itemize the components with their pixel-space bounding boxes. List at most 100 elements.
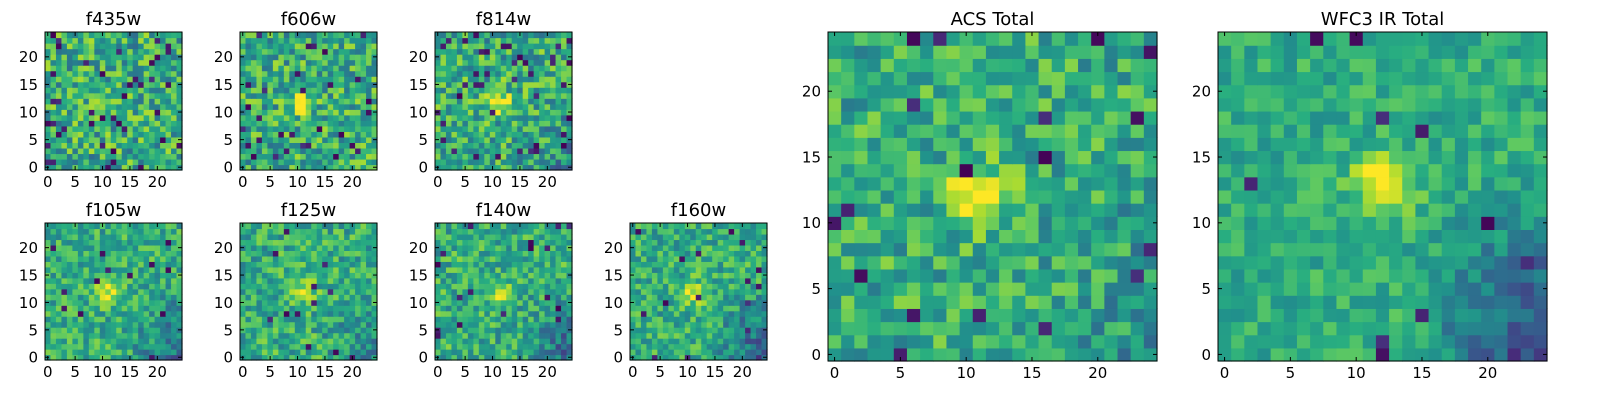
heatmap-cell bbox=[327, 43, 334, 50]
heatmap-cell bbox=[435, 147, 442, 155]
heatmap-cell bbox=[261, 321, 268, 328]
heatmap-cell bbox=[99, 305, 106, 312]
heatmap-cell bbox=[110, 299, 117, 306]
heatmap-cell bbox=[630, 343, 637, 350]
heatmap-cell bbox=[640, 354, 648, 361]
heatmap-cell bbox=[333, 164, 340, 171]
heatmap-cell bbox=[440, 349, 447, 356]
heatmap-cell bbox=[706, 316, 713, 323]
heatmap-cell bbox=[533, 76, 540, 83]
heatmap-cell bbox=[640, 283, 648, 290]
heatmap-cell bbox=[267, 277, 274, 284]
heatmap-cell bbox=[867, 150, 882, 165]
heatmap-cell bbox=[116, 349, 123, 356]
heatmap-cell bbox=[132, 255, 139, 262]
heatmap-cell bbox=[456, 120, 463, 127]
heatmap-cell bbox=[316, 272, 323, 279]
heatmap-cell bbox=[171, 81, 178, 88]
heatmap-cell bbox=[566, 37, 573, 44]
heatmap-cell bbox=[756, 343, 763, 350]
heatmap-cell bbox=[83, 120, 90, 127]
heatmap-cell bbox=[745, 299, 752, 306]
heatmap-cell bbox=[305, 327, 312, 334]
heatmap-cell bbox=[149, 54, 156, 61]
heatmap-cell bbox=[728, 277, 735, 284]
heatmap-cell bbox=[533, 332, 540, 339]
heatmap-cell bbox=[972, 347, 987, 362]
heatmap-cell bbox=[473, 158, 480, 166]
heatmap-cell bbox=[854, 282, 869, 296]
heatmap-cell bbox=[272, 153, 279, 160]
heatmap-cell bbox=[261, 349, 268, 356]
heatmap-cell bbox=[712, 255, 719, 262]
heatmap-cell bbox=[473, 261, 480, 268]
heatmap-cell bbox=[344, 142, 351, 149]
heatmap-cell bbox=[344, 288, 351, 295]
heatmap-cell bbox=[517, 305, 524, 312]
heatmap-cell bbox=[750, 327, 757, 334]
heatmap-cell bbox=[706, 305, 713, 312]
heatmap-cell bbox=[160, 239, 167, 246]
heatmap-cell bbox=[272, 43, 279, 50]
heatmap-cell bbox=[171, 321, 178, 328]
heatmap-cell bbox=[959, 334, 974, 349]
heatmap-cell bbox=[360, 244, 367, 251]
heatmap-cell bbox=[528, 299, 535, 306]
heatmap-cell bbox=[1078, 334, 1092, 349]
heatmap-cell bbox=[333, 310, 340, 317]
heatmap-cell bbox=[165, 255, 172, 262]
heatmap-cell bbox=[723, 223, 730, 230]
heatmap-cell bbox=[88, 142, 95, 149]
heatmap-cell bbox=[83, 354, 90, 361]
heatmap-cell bbox=[278, 277, 285, 284]
heatmap-cell bbox=[495, 239, 502, 246]
heatmap-cell bbox=[45, 305, 52, 312]
heatmap-cell bbox=[61, 244, 68, 251]
heatmap-cell bbox=[55, 87, 63, 94]
heatmap-cell bbox=[355, 288, 362, 295]
heatmap-cell bbox=[972, 150, 987, 165]
heatmap-cell bbox=[267, 299, 274, 306]
heatmap-cell bbox=[717, 283, 724, 290]
heatmap-cell bbox=[467, 125, 474, 132]
heatmap-cell bbox=[371, 142, 378, 149]
heatmap-cell bbox=[160, 223, 167, 230]
heatmap-cell bbox=[110, 37, 117, 44]
heatmap-cell bbox=[360, 283, 367, 290]
heatmap-cell bbox=[684, 305, 691, 312]
heatmap-cell bbox=[160, 305, 167, 312]
heatmap-cell bbox=[72, 54, 79, 61]
heatmap-cell bbox=[456, 92, 463, 99]
heatmap-cell bbox=[706, 321, 713, 328]
heatmap-cell bbox=[462, 266, 469, 273]
heatmap-cell bbox=[1091, 203, 1105, 217]
heatmap-cell bbox=[165, 228, 172, 235]
heatmap-cell bbox=[893, 150, 908, 165]
heatmap-cell bbox=[300, 76, 307, 83]
heatmap-cell bbox=[333, 48, 340, 55]
heatmap-cell bbox=[651, 233, 658, 241]
heatmap-cell bbox=[360, 70, 367, 77]
heatmap-cell bbox=[355, 54, 362, 61]
heatmap-cell bbox=[66, 288, 73, 295]
heatmap-cell bbox=[160, 310, 167, 317]
heatmap-cell bbox=[256, 70, 263, 77]
heatmap-cell bbox=[55, 81, 63, 88]
heatmap-cell bbox=[640, 288, 648, 295]
heatmap-cell bbox=[467, 59, 474, 66]
heatmap-cell bbox=[88, 32, 95, 39]
heatmap-cell bbox=[165, 354, 172, 361]
y-tick-label: 15 bbox=[214, 266, 233, 284]
heatmap-cell bbox=[440, 261, 447, 268]
heatmap-cell bbox=[88, 37, 95, 44]
heatmap-cell bbox=[506, 354, 513, 361]
heatmap-cell bbox=[88, 261, 95, 268]
heatmap-cell bbox=[366, 261, 373, 268]
heatmap-cell bbox=[245, 136, 252, 143]
heatmap-cell bbox=[734, 266, 741, 273]
heatmap-cell bbox=[160, 32, 167, 39]
heatmap-cell bbox=[539, 228, 546, 235]
heatmap-cell bbox=[294, 48, 301, 55]
heatmap-cell bbox=[478, 54, 485, 61]
heatmap-cell bbox=[522, 266, 529, 273]
